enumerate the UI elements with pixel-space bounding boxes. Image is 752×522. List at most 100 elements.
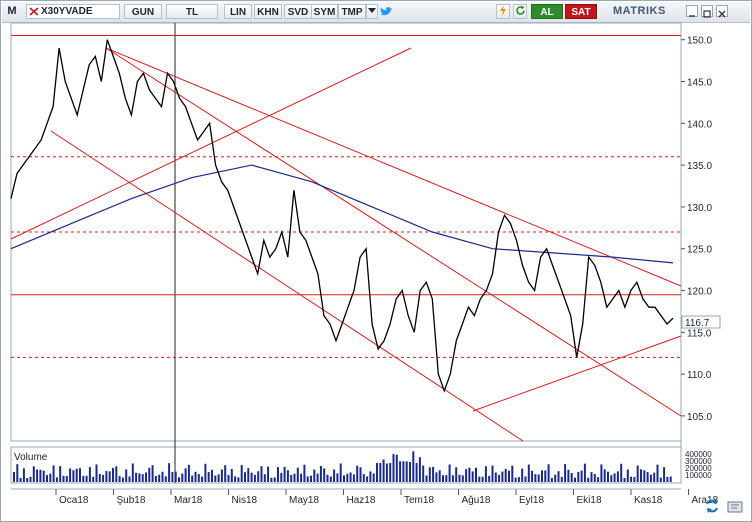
khn-button[interactable]: KHN bbox=[254, 4, 282, 19]
volume-bar bbox=[112, 468, 114, 482]
volume-bar bbox=[227, 474, 230, 482]
volume-bar bbox=[59, 466, 62, 482]
settings-icon[interactable] bbox=[727, 500, 743, 514]
y-tick-label: 105.0 bbox=[687, 412, 712, 423]
volume-bar bbox=[316, 473, 319, 482]
volume-bar bbox=[306, 476, 309, 482]
volume-tick-label: 400000 bbox=[685, 450, 712, 459]
volume-bar bbox=[432, 466, 435, 482]
volume-bar bbox=[593, 473, 596, 482]
volume-bar bbox=[409, 462, 411, 482]
volume-bar bbox=[280, 472, 283, 482]
volume-bar bbox=[135, 472, 138, 482]
close-symbol-icon[interactable] bbox=[29, 7, 39, 16]
volume-bar bbox=[105, 471, 108, 482]
date-axis: Oca18 Şub18 Mar18 Nis18 May18 Haz18 Tem18 Ağu18… bbox=[11, 488, 719, 506]
y-tick-label: 140.0 bbox=[687, 119, 712, 130]
volume-bar bbox=[75, 468, 78, 482]
volume-bar bbox=[458, 474, 461, 482]
volume-bar bbox=[633, 477, 636, 482]
currency-button[interactable]: TL bbox=[166, 4, 218, 19]
volume-bar bbox=[471, 471, 474, 482]
sell-button[interactable]: SAT bbox=[565, 4, 597, 19]
volume-bar bbox=[359, 467, 362, 482]
volume-bar bbox=[92, 476, 95, 482]
volume-bar bbox=[623, 477, 626, 482]
volume-bar bbox=[501, 471, 504, 482]
volume-bar bbox=[201, 476, 204, 482]
sym-button[interactable]: SYM bbox=[311, 4, 338, 19]
volume-bar bbox=[69, 468, 72, 482]
volume-bar bbox=[95, 464, 98, 482]
volume-bar bbox=[115, 466, 118, 482]
volume-bar bbox=[366, 476, 369, 482]
price-axis: 150.0 145.0 140.0 135.0 130.0 125.0 120.0 115.0… bbox=[681, 36, 712, 423]
volume-bar bbox=[451, 475, 454, 482]
volume-bar bbox=[369, 471, 372, 482]
volume-bar bbox=[174, 471, 177, 482]
volume-bar bbox=[475, 467, 477, 482]
volume-bar bbox=[541, 470, 543, 482]
volume-bar bbox=[244, 472, 246, 482]
volume-bar bbox=[587, 477, 590, 482]
volume-bar bbox=[26, 477, 29, 482]
volume-bar bbox=[49, 473, 52, 482]
symbol-field[interactable]: X30YVADE bbox=[26, 4, 120, 19]
volume-bar bbox=[583, 463, 586, 482]
y-tick-label: 130.0 bbox=[687, 203, 712, 214]
volume-bar bbox=[194, 471, 197, 482]
logo: M bbox=[7, 5, 17, 17]
minimize-icon[interactable] bbox=[686, 5, 698, 17]
volume-bar bbox=[557, 471, 560, 482]
volume-bar bbox=[399, 461, 402, 482]
volume-bar bbox=[567, 469, 570, 482]
volume-bar bbox=[392, 454, 395, 482]
volume-bar bbox=[626, 469, 629, 482]
period-button[interactable]: GUN bbox=[124, 4, 162, 19]
volume-bars bbox=[13, 451, 672, 482]
volume-bar bbox=[125, 469, 128, 482]
volume-bar bbox=[65, 475, 68, 482]
maximize-icon[interactable] bbox=[701, 5, 713, 18]
x-tick-label: Nis18 bbox=[232, 495, 258, 506]
last-price-label: 116.7 bbox=[685, 318, 710, 329]
volume-bar bbox=[168, 463, 171, 482]
volume-bar bbox=[613, 473, 616, 482]
volume-bar bbox=[32, 466, 35, 482]
lin-button[interactable]: LIN bbox=[224, 4, 252, 19]
buy-button[interactable]: AL bbox=[531, 4, 563, 19]
volume-bar bbox=[286, 470, 289, 482]
x-tick-label: Eyl18 bbox=[519, 495, 544, 506]
volume-bar bbox=[141, 474, 144, 482]
volume-bar bbox=[267, 466, 270, 482]
y-tick-label: 115.0 bbox=[687, 328, 712, 339]
trend-line bbox=[472, 335, 682, 412]
volume-bar bbox=[13, 472, 15, 482]
volume-bar bbox=[184, 468, 187, 482]
volume-bar bbox=[580, 470, 583, 482]
volume-bar bbox=[498, 474, 501, 482]
volume-bar bbox=[263, 474, 266, 482]
close-window-icon[interactable] bbox=[716, 5, 728, 18]
refresh-icon[interactable] bbox=[513, 4, 527, 19]
toolbar: M X30YVADE GUN TL LIN KHN SVD SYM TMP AL… bbox=[2, 2, 750, 23]
volume-bar bbox=[418, 457, 421, 482]
volume-bar bbox=[603, 469, 606, 482]
volume-bar bbox=[145, 472, 147, 482]
dropdown-arrow-icon[interactable] bbox=[366, 4, 378, 19]
volume-bar bbox=[293, 473, 296, 482]
volume-bar bbox=[455, 467, 458, 482]
volume-bar bbox=[527, 464, 530, 482]
volume-bar bbox=[415, 462, 418, 482]
volume-bar bbox=[395, 454, 398, 482]
tmp-button[interactable]: TMP bbox=[338, 4, 366, 19]
volume-bar bbox=[131, 463, 134, 482]
volume-bar bbox=[379, 462, 382, 482]
volume-bar bbox=[630, 476, 633, 482]
twitter-icon[interactable] bbox=[379, 5, 393, 23]
flash-icon[interactable] bbox=[496, 4, 510, 19]
volume-bar bbox=[610, 475, 613, 482]
sync-icon[interactable] bbox=[704, 498, 720, 514]
volume-bar bbox=[643, 470, 646, 482]
